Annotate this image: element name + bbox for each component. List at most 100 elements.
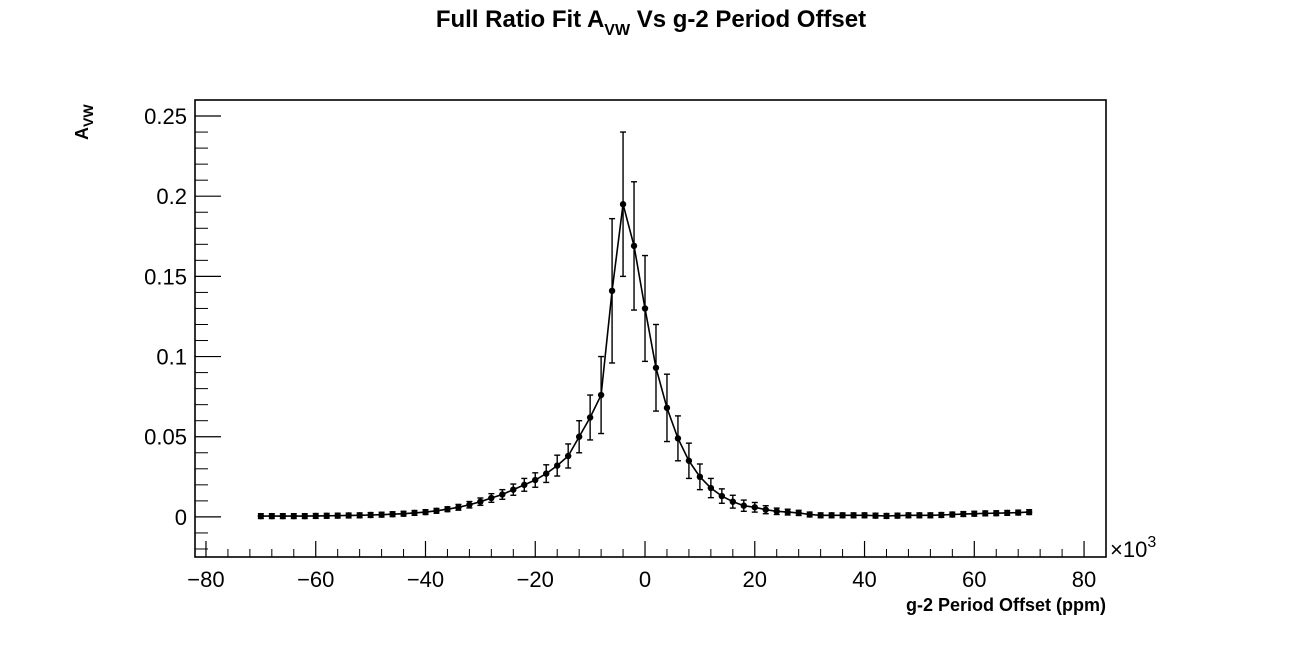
data-point (510, 486, 517, 493)
data-point (773, 508, 780, 515)
data-point (499, 491, 506, 498)
data-point (905, 512, 912, 519)
data-point (740, 502, 747, 509)
y-tick-label: 0.15 (144, 264, 187, 289)
y-tick-label: 0 (175, 505, 187, 530)
data-point (872, 512, 879, 519)
data-point (356, 512, 363, 519)
data-point (575, 433, 583, 440)
data-point (663, 404, 671, 412)
chart-title: Full Ratio Fit AVW Vs g-2 Period Offset (436, 6, 866, 39)
data-point (433, 507, 440, 515)
data-point (619, 201, 627, 208)
chart-title-subscript: VW (604, 22, 631, 39)
data-point (916, 512, 923, 519)
x-tick-label: 0 (639, 567, 651, 592)
data-point (455, 504, 462, 511)
data-point (389, 510, 396, 518)
data-point (521, 481, 528, 489)
data-point (1014, 509, 1022, 516)
data-point (828, 512, 835, 519)
data-point (378, 511, 385, 518)
x-tick-label: 20 (743, 567, 767, 592)
x-tick-label: 40 (852, 567, 876, 592)
data-point (630, 242, 638, 250)
x-axis-multiplier-exponent: 3 (1147, 534, 1156, 551)
data-point (334, 512, 341, 519)
data-series (257, 131, 1033, 520)
data-point (422, 508, 429, 516)
data-point (806, 511, 813, 518)
data-point (477, 498, 484, 505)
data-point (466, 501, 473, 508)
data-point (817, 512, 824, 519)
data-point (641, 305, 649, 312)
data-point (1025, 508, 1033, 516)
data-point (279, 512, 287, 520)
x-axis-title: g-2 Period Offset (ppm) (906, 595, 1106, 615)
data-point (718, 492, 726, 500)
x-tick-label: −80 (187, 567, 224, 592)
data-point (960, 510, 967, 518)
y-tick-label: 0.2 (156, 184, 187, 209)
data-point (268, 512, 276, 520)
data-point (312, 512, 319, 520)
plot-frame (194, 99, 1107, 558)
data-point (729, 498, 737, 505)
data-point (323, 512, 330, 519)
y-axis-title: AVW (72, 104, 96, 140)
data-point (301, 512, 308, 520)
data-point (444, 506, 451, 513)
data-point (751, 504, 758, 511)
data-point (608, 287, 616, 295)
x-tick-label: −40 (407, 567, 444, 592)
data-point (257, 512, 265, 520)
x-tick-label: 60 (962, 567, 986, 592)
data-point (411, 509, 418, 517)
x-tick-label: 80 (1072, 567, 1096, 592)
data-point (861, 512, 868, 519)
data-point (488, 494, 495, 502)
data-point (345, 512, 352, 519)
data-point (367, 511, 374, 519)
y-tick-label: 0.1 (156, 345, 187, 370)
data-point (554, 462, 561, 469)
data-point (949, 511, 956, 518)
x-axis-multiplier: ×103 (1110, 534, 1156, 562)
data-point (850, 512, 857, 519)
data-point (532, 476, 539, 484)
data-point (543, 470, 550, 477)
data-point (894, 512, 901, 519)
data-point (762, 506, 769, 513)
x-axis-multiplier-base: ×10 (1110, 537, 1147, 562)
data-point (290, 512, 297, 520)
data-point (971, 510, 978, 517)
data-point (400, 510, 407, 517)
y-tick-label: 0.05 (144, 425, 187, 450)
data-point (707, 484, 715, 492)
chart-title-main: Full Ratio Fit A (436, 6, 604, 33)
data-point (993, 510, 1000, 517)
data-point (883, 512, 890, 520)
data-point (586, 414, 594, 421)
data-point (685, 457, 693, 464)
x-tick-label: −20 (517, 567, 554, 592)
data-point (696, 473, 704, 481)
data-point (597, 391, 605, 399)
y-tick-label: 0.25 (144, 104, 187, 129)
data-point (795, 509, 802, 517)
data-point (839, 512, 846, 519)
data-point (938, 511, 945, 519)
data-point (1004, 509, 1011, 517)
x-tick-label: −60 (297, 567, 334, 592)
data-point (674, 435, 682, 442)
data-point (784, 508, 791, 516)
data-point (927, 512, 934, 519)
data-point (564, 452, 572, 460)
data-point (652, 364, 660, 371)
x-axis: −80 −60 −40 −20 0 20 40 60 80 (187, 541, 1096, 592)
y-axis-title-main: A (72, 127, 92, 140)
y-axis: 0 0.05 0.1 0.15 0.2 0.25 (144, 99, 221, 550)
chart-title-rest: Vs g-2 Period Offset (630, 6, 866, 33)
data-point (982, 510, 989, 517)
